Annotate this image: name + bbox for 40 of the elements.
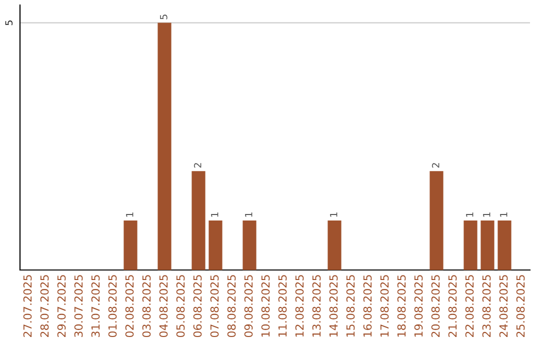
x-tick-label: 30.07.2025 bbox=[74, 275, 83, 337]
data-label: 1 bbox=[245, 212, 252, 217]
x-tick-label: 07.08.2025 bbox=[210, 275, 219, 338]
data-label: 5 bbox=[160, 14, 168, 20]
x-tick-label: 14.08.2025 bbox=[329, 275, 338, 337]
x-tick-label: 03.08.2025 bbox=[142, 275, 151, 338]
x-tick-label: 02.08.2025 bbox=[125, 275, 134, 338]
data-label: 2 bbox=[194, 163, 202, 168]
x-tick-label: 06.08.2025 bbox=[193, 275, 202, 338]
x-tick-label: 27.07.2025 bbox=[23, 275, 32, 337]
x-tick-label: 31.07.2025 bbox=[91, 275, 100, 337]
x-tick-label: 05.08.2025 bbox=[176, 275, 185, 338]
x-tick-label: 10.08.2025 bbox=[261, 275, 270, 337]
x-tick-label: 16.08.2025 bbox=[363, 275, 372, 337]
x-tick-label: 13.08.2025 bbox=[312, 275, 321, 337]
data-label: 1 bbox=[126, 212, 134, 217]
x-tick-label: 23.08.2025 bbox=[482, 275, 491, 337]
x-tick-label: 04.08.2025 bbox=[159, 275, 168, 338]
data-label: 1 bbox=[330, 212, 338, 217]
data-label: 1 bbox=[466, 212, 474, 217]
x-tick-label: 22.08.2025 bbox=[465, 275, 474, 337]
x-tick-label: 29.07.2025 bbox=[57, 275, 66, 337]
data-label: 1 bbox=[211, 212, 218, 217]
data-label: 1 bbox=[483, 212, 490, 217]
x-tick-label: 11.08.2025 bbox=[278, 275, 287, 337]
x-tick-label: 24.08.2025 bbox=[499, 275, 508, 337]
x-tick-label: 08.08.2025 bbox=[227, 275, 236, 338]
x-tick-label: 01.08.2025 bbox=[108, 275, 117, 338]
x-tick-label: 19.08.2025 bbox=[414, 275, 423, 337]
x-tick-label: 20.08.2025 bbox=[431, 275, 440, 337]
x-tick-label: 17.08.2025 bbox=[380, 275, 389, 337]
data-label: 2 bbox=[432, 163, 440, 168]
x-tick-label: 18.08.2025 bbox=[397, 275, 406, 337]
x-tick-label: 28.07.2025 bbox=[40, 275, 49, 337]
x-tick-label: 15.08.2025 bbox=[346, 275, 355, 337]
x-tick-label: 12.08.2025 bbox=[295, 275, 304, 337]
x-tick-label: 21.08.2025 bbox=[448, 275, 457, 337]
data-label: 1 bbox=[500, 212, 508, 217]
x-tick-label: 09.08.2025 bbox=[244, 275, 253, 338]
x-tick-label: 25.08.2025 bbox=[516, 275, 525, 337]
